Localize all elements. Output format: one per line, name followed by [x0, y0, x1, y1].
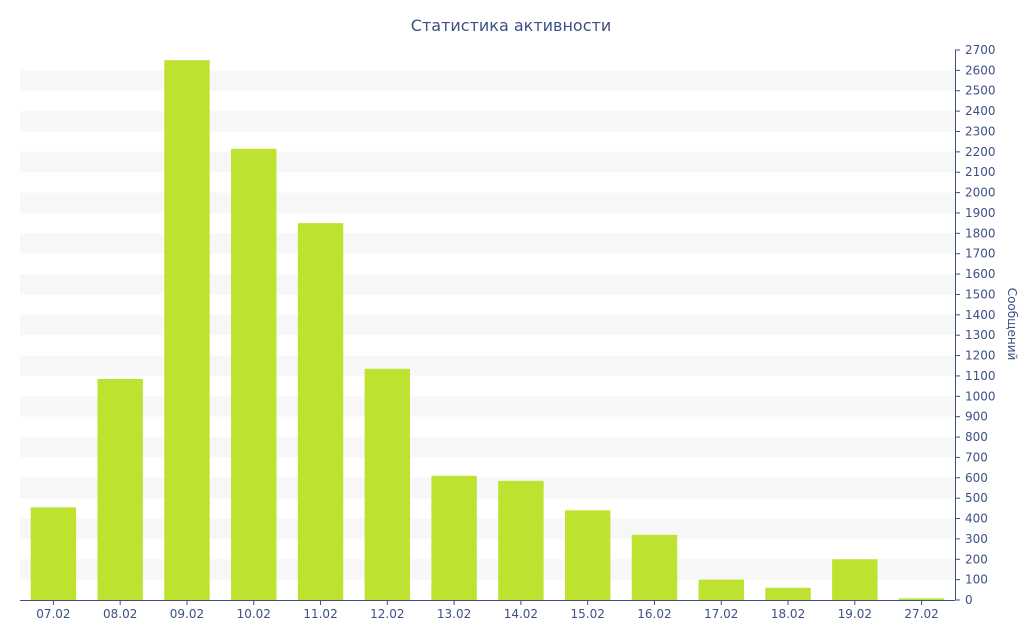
x-tick-label: 11.02	[303, 607, 337, 621]
y-tick-label: 2600	[965, 63, 996, 77]
bar-16.02[interactable]	[631, 534, 678, 600]
bar-13.02[interactable]	[431, 475, 477, 600]
grid-band	[20, 437, 955, 458]
y-axis-label: Сообщений	[1005, 288, 1019, 361]
y-tick-label: 2700	[965, 43, 996, 57]
bar-11.02[interactable]	[297, 223, 344, 601]
x-tick-label: 27.02	[904, 607, 938, 621]
y-tick-label: 1200	[965, 349, 996, 363]
y-tick-label: 1400	[965, 308, 996, 322]
grid-bands	[20, 70, 955, 580]
grid-band	[20, 70, 955, 91]
y-tick-label: 1700	[965, 247, 996, 261]
bar-10.02[interactable]	[231, 148, 277, 600]
bar-09.02[interactable]	[164, 60, 210, 601]
bar-08.02[interactable]	[97, 378, 143, 600]
x-tick-label: 13.02	[437, 607, 471, 621]
y-tick-label: 1500	[965, 287, 996, 301]
grid-band	[20, 111, 955, 132]
x-tick-label: 14.02	[504, 607, 538, 621]
grid-band	[20, 518, 955, 539]
x-tick-label: 19.02	[838, 607, 872, 621]
y-tick-label: 2100	[965, 165, 996, 179]
grid-band	[20, 151, 955, 173]
y-tick-label: 2400	[965, 104, 996, 118]
y-tick-label: 1900	[965, 206, 996, 220]
grid-band	[20, 355, 955, 376]
y-tick-label: 0	[965, 593, 973, 607]
y-tick-label: 1300	[965, 328, 996, 342]
y-tick-label: 500	[965, 491, 988, 505]
bar-18.02[interactable]	[765, 587, 811, 600]
y-axis: 0 100 200 300 400 500 600 700 800 900 1000 1100 1200…	[955, 43, 996, 607]
bar-14.02[interactable]	[498, 480, 544, 600]
x-tick-label: 07.02	[36, 607, 70, 621]
bar-12.02[interactable]	[364, 368, 411, 600]
x-tick-label: 12.02	[370, 607, 404, 621]
y-tick-label: 1000	[965, 389, 996, 403]
grid-band	[20, 274, 955, 295]
y-tick-label: 200	[965, 552, 988, 566]
bar-27.02[interactable]	[898, 598, 945, 600]
grid-band	[20, 314, 955, 336]
x-tick-label: 16.02	[637, 607, 671, 621]
x-axis: 07.02 08.02 09.02 10.02 11.02 12.02 13.02 14.02…	[20, 600, 955, 621]
grid-band	[20, 559, 955, 580]
chart-title: Статистика активности	[411, 16, 611, 35]
grid-band	[20, 396, 955, 417]
y-tick-label: 700	[965, 450, 988, 464]
y-tick-label: 1600	[965, 267, 996, 281]
y-tick-label: 800	[965, 430, 988, 444]
y-tick-label: 2500	[965, 84, 996, 98]
y-tick-label: 2000	[965, 186, 996, 200]
y-tick-label: 2200	[965, 145, 996, 159]
y-tick-label: 1800	[965, 226, 996, 240]
x-tick-label: 10.02	[237, 607, 271, 621]
y-tick-label: 600	[965, 471, 988, 485]
bar-07.02[interactable]	[30, 507, 77, 600]
bar-19.02[interactable]	[832, 559, 878, 600]
x-tick-label: 08.02	[103, 607, 137, 621]
y-tick-label: 2300	[965, 124, 996, 138]
x-tick-label: 18.02	[771, 607, 805, 621]
y-tick-label: 1100	[965, 369, 996, 383]
grid-band	[20, 477, 955, 499]
bar-17.02[interactable]	[698, 579, 744, 600]
y-tick-label: 300	[965, 532, 988, 546]
x-tick-label: 09.02	[170, 607, 204, 621]
x-tick-label: 17.02	[704, 607, 738, 621]
x-tick-label: 15.02	[570, 607, 604, 621]
grid-band	[20, 192, 955, 213]
grid-band	[20, 233, 955, 254]
bar-15.02[interactable]	[564, 510, 611, 600]
bars	[30, 60, 945, 601]
y-tick-label: 400	[965, 512, 988, 526]
y-tick-label: 100	[965, 573, 988, 587]
y-tick-label: 900	[965, 410, 988, 424]
